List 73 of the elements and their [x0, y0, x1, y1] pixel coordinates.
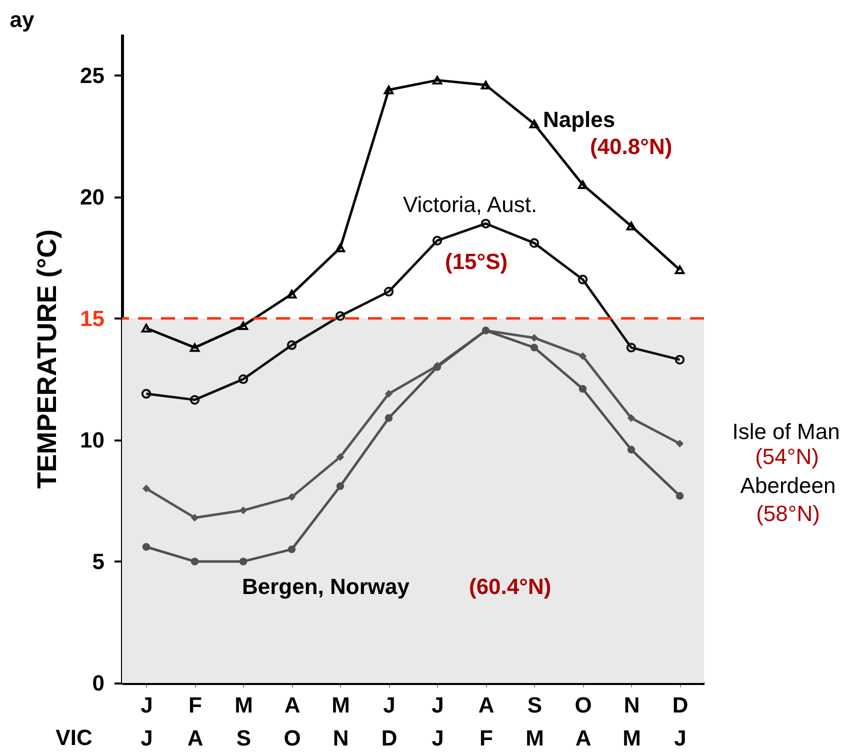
x-tick-label: M N — [332, 692, 350, 750]
point — [384, 86, 394, 94]
point — [530, 344, 538, 352]
x-tick-label: S M — [526, 692, 544, 750]
point — [286, 340, 297, 350]
text: VIC — [56, 725, 92, 750]
series-label: Victoria, Aust. — [402, 192, 538, 217]
point — [142, 484, 150, 492]
point — [384, 414, 393, 422]
point — [238, 374, 248, 384]
point — [190, 394, 200, 405]
point — [432, 76, 442, 85]
annotation: Bergen, Norway — [242, 574, 410, 599]
point — [239, 506, 248, 514]
y-tick-label: 0 — [92, 670, 104, 696]
point — [384, 390, 393, 398]
x-tick-label: N M — [622, 692, 641, 750]
point — [676, 440, 684, 448]
point — [335, 244, 346, 252]
point — [142, 543, 150, 551]
point — [190, 343, 200, 352]
y-tick-label: 20 — [80, 184, 104, 210]
annotation: (15°S) — [445, 249, 508, 274]
y-tick-label: 25 — [80, 62, 104, 88]
point — [480, 218, 491, 228]
point — [674, 265, 685, 274]
point — [190, 558, 199, 566]
point — [627, 446, 636, 454]
x-tick-label: A O — [284, 692, 301, 750]
point — [627, 414, 636, 422]
text: Isle of Man — [732, 419, 840, 444]
point — [529, 238, 540, 248]
point — [336, 453, 344, 461]
y-axis-title: TEMPERATURE (°C) — [32, 229, 62, 489]
text: Aberdeen — [740, 473, 836, 498]
annotation: (60.4°N) — [469, 574, 552, 599]
point — [432, 236, 442, 246]
point — [238, 321, 248, 330]
point — [529, 120, 540, 128]
x-tick-label: J D — [381, 692, 398, 750]
point — [578, 274, 588, 284]
x-tick-label: M S — [234, 692, 253, 750]
point — [288, 545, 296, 554]
x-tick-label: A F — [478, 692, 494, 750]
y-tick-label: 10 — [80, 427, 104, 452]
point — [384, 286, 394, 297]
series-label: Naples — [543, 107, 616, 132]
point — [336, 482, 344, 490]
x-tick-label: O A — [574, 692, 592, 750]
text: (58°N) — [756, 501, 820, 526]
point — [286, 290, 297, 298]
text: (54°N) — [755, 444, 819, 469]
point — [578, 385, 587, 393]
point — [480, 80, 491, 90]
y-tick-label: 15 — [80, 306, 104, 331]
y-tick-label: 5 — [92, 548, 104, 574]
point — [288, 493, 296, 501]
point — [676, 492, 684, 500]
point — [239, 558, 248, 566]
point — [578, 180, 588, 190]
point — [626, 222, 636, 230]
x-tick-label: D J — [672, 692, 688, 750]
x-tick-label: J J — [140, 692, 153, 750]
point — [530, 334, 538, 342]
point — [626, 342, 636, 352]
x-tick-label: F A — [187, 692, 204, 750]
annotation: (40.8°N) — [590, 134, 672, 159]
x-tick-label: J J — [432, 692, 444, 750]
point — [578, 352, 587, 360]
point — [141, 324, 152, 332]
text: ay — [10, 7, 35, 32]
point — [190, 514, 199, 522]
point — [335, 311, 346, 321]
